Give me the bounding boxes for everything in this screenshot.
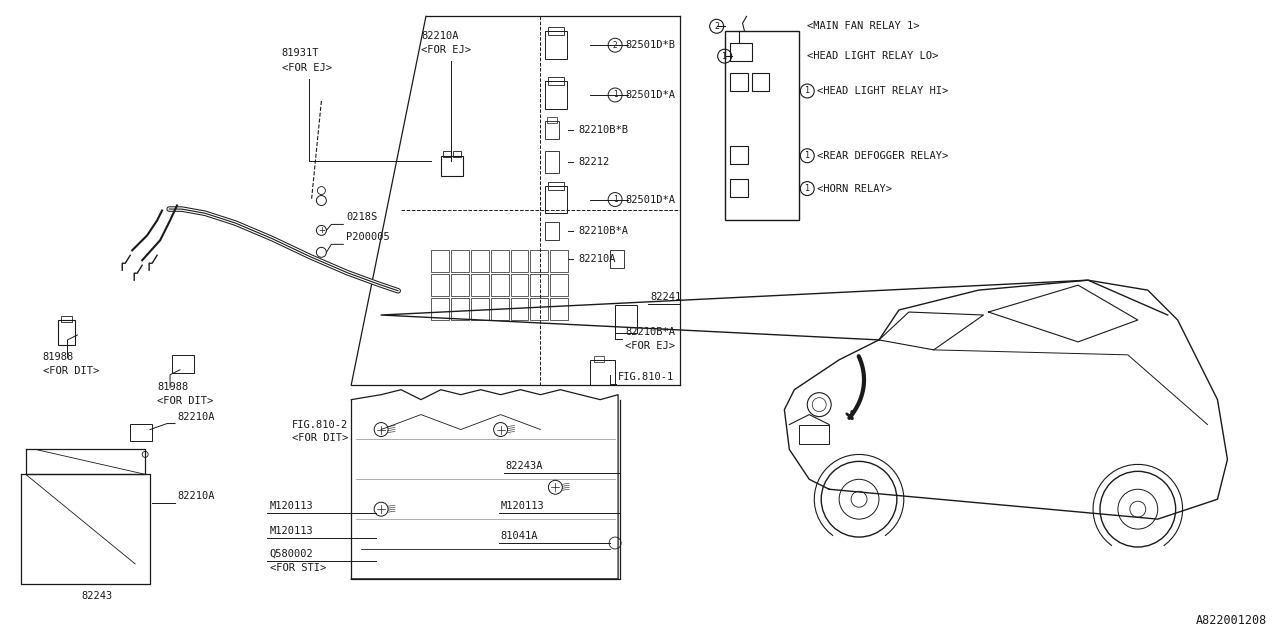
Text: 82212: 82212 [579,157,609,166]
Bar [451,298,468,320]
Bar [490,274,508,296]
Bar [751,73,769,91]
Text: 82243: 82243 [82,591,113,601]
Bar [548,117,557,123]
Bar [490,250,508,272]
Text: 82210A: 82210A [579,254,616,264]
Text: A822001208: A822001208 [1196,614,1267,627]
Text: <HORN RELAY>: <HORN RELAY> [817,184,892,193]
Bar [616,305,637,333]
Bar [730,73,748,91]
Bar [548,182,564,189]
Text: 1: 1 [613,195,617,204]
Bar [490,298,508,320]
Text: 81988: 81988 [42,352,74,362]
Bar [431,298,449,320]
Text: 82210A: 82210A [177,412,215,422]
Bar [471,274,489,296]
Text: <FOR DIT>: <FOR DIT> [42,366,99,376]
Text: 82241: 82241 [650,292,681,302]
Text: 82210B*A: 82210B*A [579,227,628,236]
Bar [550,274,568,296]
Text: 1: 1 [722,52,727,61]
Text: 1: 1 [805,151,810,160]
Text: 82210A: 82210A [177,492,215,501]
Text: <MAIN FAN RELAY 1>: <MAIN FAN RELAY 1> [808,21,920,31]
Text: 81041A: 81041A [500,531,538,541]
Text: 82501D*A: 82501D*A [625,90,675,100]
Bar [530,250,548,272]
Bar [60,316,73,322]
Bar [545,121,559,139]
Text: <HEAD LIGHT RELAY LO>: <HEAD LIGHT RELAY LO> [808,51,938,61]
Bar [799,424,829,444]
Text: 82210B*A: 82210B*A [625,327,675,337]
Bar [431,274,449,296]
Bar [471,298,489,320]
Bar [594,356,604,362]
Bar [453,151,461,157]
Bar [471,250,489,272]
Text: <REAR DEFOGGER RELAY>: <REAR DEFOGGER RELAY> [817,150,948,161]
Text: 0218S: 0218S [347,212,378,223]
Bar [545,81,567,109]
Text: Q580002: Q580002 [270,549,314,559]
Text: 2: 2 [613,41,617,50]
Text: <FOR EJ>: <FOR EJ> [625,341,675,351]
Text: <HEAD LIGHT RELAY HI>: <HEAD LIGHT RELAY HI> [817,86,948,96]
Text: +: + [317,226,325,235]
Bar [550,250,568,272]
Text: 81931T: 81931T [282,48,319,58]
Text: 81988: 81988 [157,381,188,392]
Text: 82210A: 82210A [421,31,458,41]
Text: <FOR EJ>: <FOR EJ> [282,63,332,73]
Text: <FOR STI>: <FOR STI> [270,563,326,573]
Bar [548,28,564,35]
Bar [545,151,559,173]
Bar [545,31,567,59]
Bar [545,223,559,241]
Bar [530,274,548,296]
Bar [511,298,529,320]
Text: 82210B*B: 82210B*B [579,125,628,135]
Bar [451,250,468,272]
Text: 1: 1 [805,86,810,95]
Text: FIG.810-1: FIG.810-1 [618,372,675,381]
Bar [431,250,449,272]
Text: FIG.810-2: FIG.810-2 [292,420,348,429]
Text: P200005: P200005 [347,232,390,243]
Bar [730,146,748,164]
Bar [131,424,152,442]
Bar [545,186,567,214]
Bar [590,360,616,385]
Bar [511,274,529,296]
Bar [550,298,568,320]
Text: M120113: M120113 [500,501,544,511]
Text: 82501D*A: 82501D*A [625,195,675,205]
Text: <FOR EJ>: <FOR EJ> [421,45,471,55]
Text: M120113: M120113 [270,501,314,511]
Bar [730,44,751,61]
Bar [443,151,451,157]
Bar [172,355,195,372]
Bar [548,77,564,85]
Text: <FOR DIT>: <FOR DIT> [157,396,214,406]
Bar [58,320,76,345]
Text: <FOR DIT>: <FOR DIT> [292,433,348,444]
Bar [440,156,463,175]
Bar [730,179,748,196]
Bar [451,274,468,296]
Text: 1: 1 [613,90,617,99]
Text: 82501D*B: 82501D*B [625,40,675,50]
Bar [611,250,625,268]
Text: 2: 2 [714,22,719,31]
Text: 1: 1 [805,184,810,193]
Text: M120113: M120113 [270,526,314,536]
Bar [530,298,548,320]
Bar [511,250,529,272]
Text: 82243A: 82243A [506,461,543,471]
Bar [724,31,799,220]
